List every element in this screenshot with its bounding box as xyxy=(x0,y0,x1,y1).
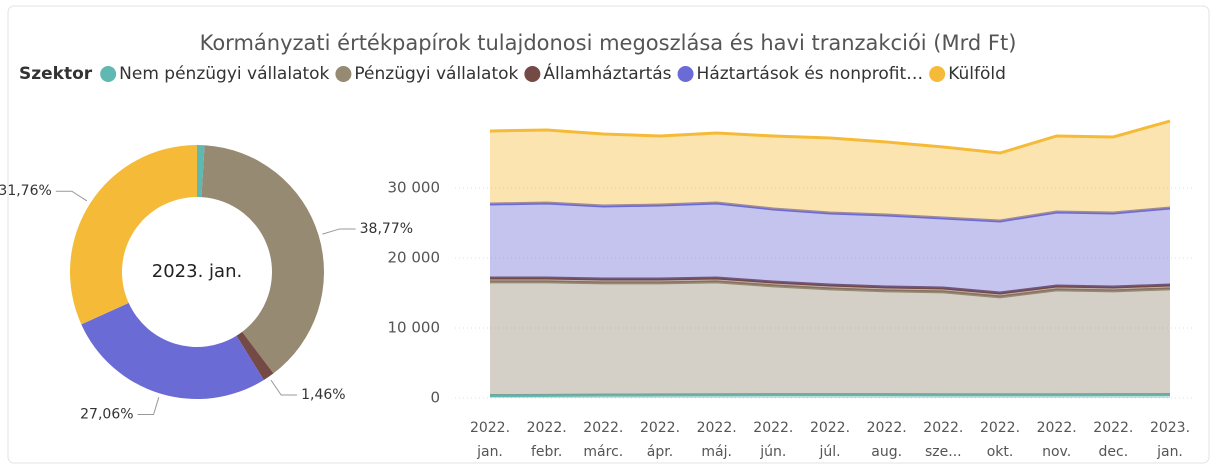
data-label: 31,76% xyxy=(0,183,52,199)
donut-slice xyxy=(81,302,264,399)
x-tick-label: 2022. sze... xyxy=(923,420,963,460)
leader-line xyxy=(55,190,88,202)
x-tick-label: 2023. jan. xyxy=(1150,420,1190,460)
area-line xyxy=(489,119,1171,155)
data-label: 1,46% xyxy=(301,387,345,403)
y-tick-label: 30 000 xyxy=(388,179,441,197)
donut-slice xyxy=(70,145,197,325)
x-tick-label-line: 2022. xyxy=(697,420,737,436)
area-line xyxy=(489,393,1171,398)
legend-label: Külföld xyxy=(948,64,1006,84)
x-tick-label-line: 2022. xyxy=(753,420,793,436)
x-tick-label-line: jún. xyxy=(759,444,786,460)
area xyxy=(490,202,1170,293)
x-tick-label-line: 2022. xyxy=(923,420,963,436)
x-tick-label: 2022. jan. xyxy=(470,420,510,460)
area xyxy=(490,121,1170,221)
x-tick-label-line: 2022. xyxy=(640,420,680,436)
area-line xyxy=(490,276,1171,295)
y-tick-label: 0 xyxy=(430,389,440,407)
x-tick-label: 2022. okt. xyxy=(980,420,1020,460)
x-tick-label-line: 2022. xyxy=(1093,420,1133,436)
x-tick-label-line: 2022. xyxy=(1037,420,1077,436)
area-line xyxy=(489,201,1171,223)
legend-marker xyxy=(929,66,946,82)
x-tick-label-line: nov. xyxy=(1042,444,1071,460)
x-tick-label-line: jan. xyxy=(1156,444,1183,460)
donut-slice xyxy=(197,145,205,198)
x-tick-label: 2022. nov. xyxy=(1037,420,1077,460)
data-label: 27,06% xyxy=(80,407,133,423)
x-tick-label: 2022. márc. xyxy=(583,420,623,460)
x-tick-label-line: aug. xyxy=(871,444,902,460)
area-line xyxy=(490,280,1171,299)
data-label: 38,77% xyxy=(360,221,413,237)
x-tick-label-line: 2023. xyxy=(1150,420,1190,436)
x-tick-label-line: 2022. xyxy=(470,420,510,436)
legend-label: Háztartások és nonprofit… xyxy=(697,64,924,84)
legend-marker xyxy=(677,66,694,82)
y-tick-label: 20 000 xyxy=(388,249,441,267)
legend-label: Nem pénzügyi vállalatok xyxy=(119,64,329,84)
chart-title: Kormányzati értékpapírok tulajdonosi meg… xyxy=(200,31,1017,55)
x-tick-label-line: 2022. xyxy=(810,420,850,436)
x-tick-label-line: sze... xyxy=(925,444,962,460)
area xyxy=(490,278,1170,297)
x-tick-label-line: 2022. xyxy=(980,420,1020,436)
center-label: 2023. jan. xyxy=(152,261,242,282)
legend-marker xyxy=(335,66,352,82)
legend-label: Pénzügyi vállalatok xyxy=(354,64,518,84)
legend-marker xyxy=(100,66,117,82)
x-tick-label-line: febr. xyxy=(531,444,562,460)
card xyxy=(7,5,1210,464)
x-tick-label-line: jan. xyxy=(476,444,503,460)
x-tick-label-line: márc. xyxy=(583,444,623,460)
x-tick-label: 2022. ápr. xyxy=(640,420,680,460)
leader-line xyxy=(322,228,356,235)
area xyxy=(490,281,1170,396)
x-tick-label-line: máj. xyxy=(701,444,732,460)
x-tick-label-line: 2022. xyxy=(527,420,567,436)
leader-line xyxy=(270,379,298,396)
legend-title: Szektor xyxy=(19,64,93,84)
donut-slice xyxy=(236,331,274,380)
x-tick-label: 2022. júl. xyxy=(810,420,850,460)
x-tick-label-line: ápr. xyxy=(647,444,673,460)
y-tick-label: 10 000 xyxy=(388,319,441,337)
leader-line xyxy=(137,397,160,416)
x-tick-label-line: dec. xyxy=(1099,444,1129,460)
x-tick-label: 2022. máj. xyxy=(697,420,737,460)
x-tick-label: 2022. febr. xyxy=(527,420,567,460)
x-tick-label-line: 2022. xyxy=(583,420,623,436)
x-tick-label: 2022. aug. xyxy=(867,420,907,460)
legend-marker xyxy=(524,66,541,82)
x-tick-label: 2022. jún. xyxy=(753,420,793,460)
x-tick-label-line: júl. xyxy=(818,444,840,460)
legend-label: Államháztartás xyxy=(543,62,671,84)
x-tick-label-line: okt. xyxy=(987,444,1014,460)
x-tick-label: 2022. dec. xyxy=(1093,420,1133,460)
donut-slice xyxy=(201,145,324,374)
x-tick-label-line: 2022. xyxy=(867,420,907,436)
